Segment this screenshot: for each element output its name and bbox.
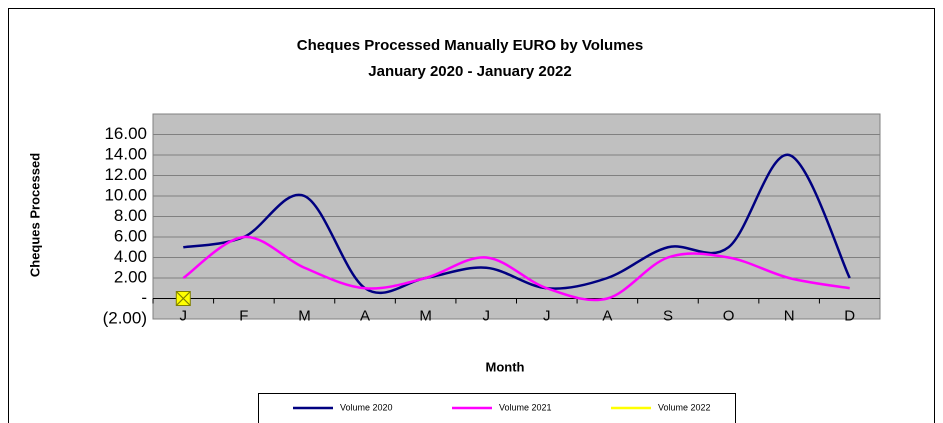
x-tick-label: J <box>482 307 490 324</box>
y-tick-label: 2.00 <box>114 267 147 286</box>
y-tick-label: 10.00 <box>104 185 147 204</box>
legend-label: Volume 2021 <box>499 402 552 412</box>
series-marker <box>175 291 191 306</box>
x-tick-label: S <box>663 307 673 324</box>
marker-x <box>175 291 191 306</box>
x-axis-label: Month <box>486 359 525 374</box>
x-tick-label: O <box>723 307 735 324</box>
chart-subtitle: January 2020 - January 2022 <box>368 63 571 80</box>
y-axis-label: Cheques Processed <box>27 153 42 277</box>
y-tick-label: 4.00 <box>114 247 147 266</box>
y-tick-label: 6.00 <box>114 226 147 245</box>
x-tick-label: M <box>298 307 311 324</box>
legend-label: Volume 2022 <box>658 402 711 412</box>
y-tick-label: 12.00 <box>104 165 147 184</box>
x-tick-label: F <box>239 307 248 324</box>
x-tick-label: A <box>602 307 612 324</box>
y-tick-label: 16.00 <box>104 124 147 143</box>
x-tick-label: A <box>360 307 370 324</box>
x-tick-label: J <box>543 307 551 324</box>
legend-label: Volume 2020 <box>340 402 393 412</box>
x-tick-label: M <box>419 307 432 324</box>
y-tick-label: 14.00 <box>104 144 147 163</box>
x-tick-label: D <box>844 307 855 324</box>
series-line <box>183 153 851 295</box>
x-tick-label: N <box>784 307 795 324</box>
y-tick-label: 8.00 <box>114 206 147 225</box>
y-tick-label: (2.00) <box>103 308 147 327</box>
y-tick-label: - <box>141 288 147 307</box>
series-line <box>182 235 850 302</box>
chart-title: Cheques Processed Manually EURO by Volum… <box>297 37 644 54</box>
legend-box <box>258 393 736 423</box>
x-tick-label: J <box>180 307 188 324</box>
